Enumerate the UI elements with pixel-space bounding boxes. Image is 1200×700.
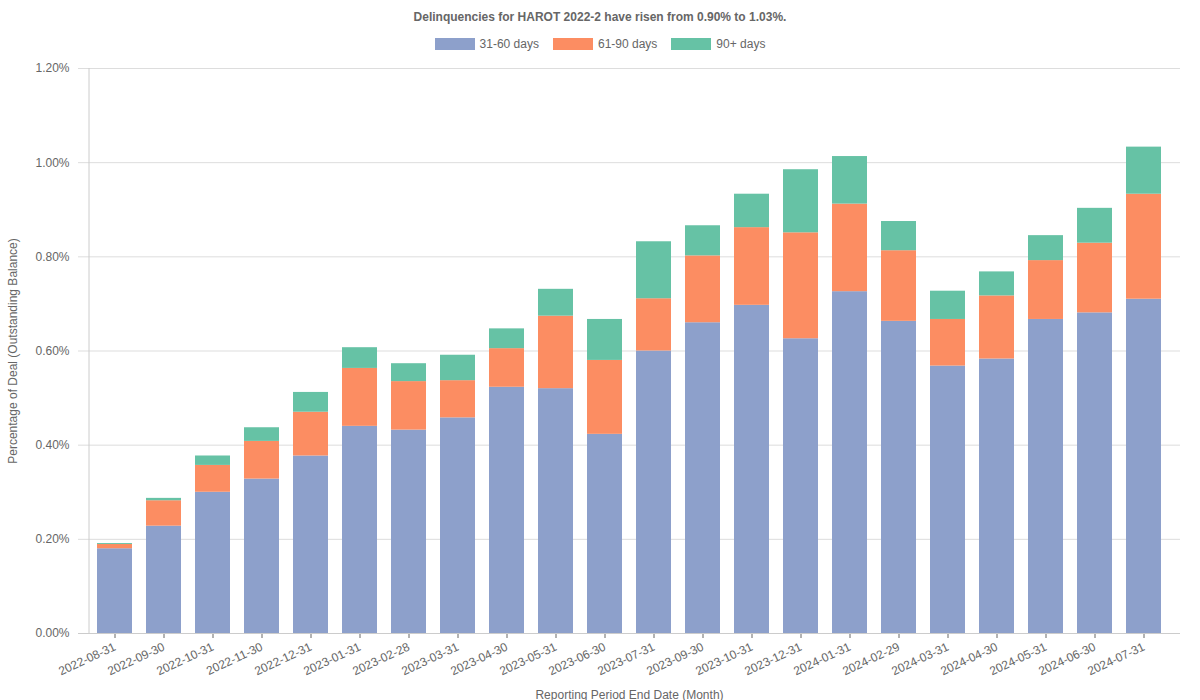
svg-text:2024-01-31: 2024-01-31 (791, 639, 853, 679)
svg-text:Percentage of Deal (Outstandin: Percentage of Deal (Outstanding Balance) (6, 238, 20, 463)
svg-text:2023-10-31: 2023-10-31 (693, 639, 755, 679)
svg-text:2023-03-31: 2023-03-31 (399, 639, 461, 679)
html-text:90+ days: 90+ days (716, 37, 766, 51)
svg-text:2022-08-31: 2022-08-31 (56, 639, 118, 679)
svg-text:1.00%: 1.00% (35, 156, 69, 170)
svg-text:0.20%: 0.20% (35, 532, 69, 546)
svg-text:2023-01-31: 2023-01-31 (301, 639, 363, 679)
svg-text:0.60%: 0.60% (35, 344, 69, 358)
svg-text:0.80%: 0.80% (35, 250, 69, 264)
svg-text:0.00%: 0.00% (35, 626, 69, 640)
svg-text:2022-10-31: 2022-10-31 (154, 639, 216, 679)
svg-text:2023-06-30: 2023-06-30 (546, 639, 608, 679)
svg-text:2024-03-31: 2024-03-31 (889, 639, 951, 679)
svg-text:2023-05-31: 2023-05-31 (497, 639, 559, 679)
svg-text:2022-09-30: 2022-09-30 (105, 639, 167, 679)
svg-text:2023-07-31: 2023-07-31 (595, 639, 657, 679)
svg-text:2024-05-31: 2024-05-31 (987, 639, 1049, 679)
svg-text:2022-12-31: 2022-12-31 (252, 639, 314, 679)
html-text:31-60 days: 31-60 days (479, 37, 539, 51)
svg-text:2024-04-30: 2024-04-30 (938, 639, 1000, 679)
svg-text:2024-07-31: 2024-07-31 (1085, 640, 1147, 679)
svg-text:0.40%: 0.40% (35, 438, 69, 452)
svg-text:2023-02-28: 2023-02-28 (350, 639, 412, 679)
svg-text:Reporting Period End Date (Mon: Reporting Period End Date (Month) (535, 688, 723, 700)
svg-text:2024-02-29: 2024-02-29 (840, 639, 902, 679)
html-text:Delinquencies for HAROT 2022-2: Delinquencies for HAROT 2022-2 have rise… (413, 10, 787, 24)
svg-text:1.20%: 1.20% (35, 61, 69, 75)
svg-text:2023-12-31: 2023-12-31 (742, 639, 804, 679)
svg-text:2022-11-30: 2022-11-30 (204, 639, 265, 678)
svg-text:2023-09-30: 2023-09-30 (644, 639, 706, 679)
html-text:61-90 days: 61-90 days (598, 37, 658, 51)
svg-text:2023-04-30: 2023-04-30 (448, 639, 510, 679)
svg-text:2024-06-30: 2024-06-30 (1036, 639, 1098, 679)
